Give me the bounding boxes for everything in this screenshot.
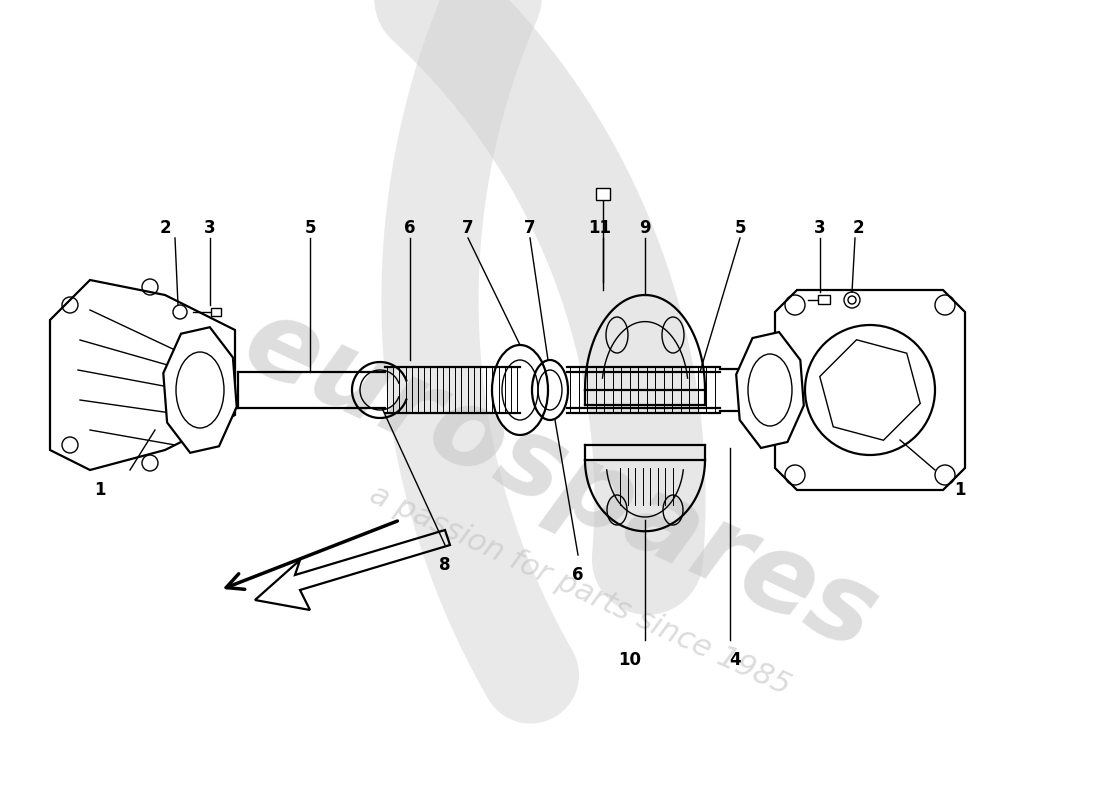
Bar bbox=[211, 308, 221, 316]
Text: 11: 11 bbox=[588, 219, 612, 237]
Bar bbox=[596, 188, 611, 200]
Text: 7: 7 bbox=[525, 219, 536, 237]
Text: 6: 6 bbox=[405, 219, 416, 237]
Text: eurospares: eurospares bbox=[227, 287, 893, 673]
Text: 8: 8 bbox=[439, 556, 451, 574]
Text: 5: 5 bbox=[735, 219, 746, 237]
Text: 6: 6 bbox=[572, 566, 584, 584]
Polygon shape bbox=[50, 280, 235, 470]
Text: 7: 7 bbox=[462, 219, 474, 237]
Text: 10: 10 bbox=[618, 651, 641, 669]
Polygon shape bbox=[736, 332, 804, 448]
Text: 5: 5 bbox=[305, 219, 316, 237]
Text: 4: 4 bbox=[729, 651, 740, 669]
Text: a passion for parts since 1985: a passion for parts since 1985 bbox=[365, 479, 795, 701]
Polygon shape bbox=[776, 290, 965, 490]
Polygon shape bbox=[163, 327, 236, 453]
Text: 1: 1 bbox=[95, 481, 106, 499]
Text: 1: 1 bbox=[955, 481, 966, 499]
Text: 9: 9 bbox=[639, 219, 651, 237]
Circle shape bbox=[848, 296, 856, 304]
Text: 2: 2 bbox=[852, 219, 864, 237]
Bar bbox=[818, 295, 830, 304]
Text: 3: 3 bbox=[205, 219, 216, 237]
Text: 2: 2 bbox=[160, 219, 170, 237]
Text: 3: 3 bbox=[814, 219, 826, 237]
